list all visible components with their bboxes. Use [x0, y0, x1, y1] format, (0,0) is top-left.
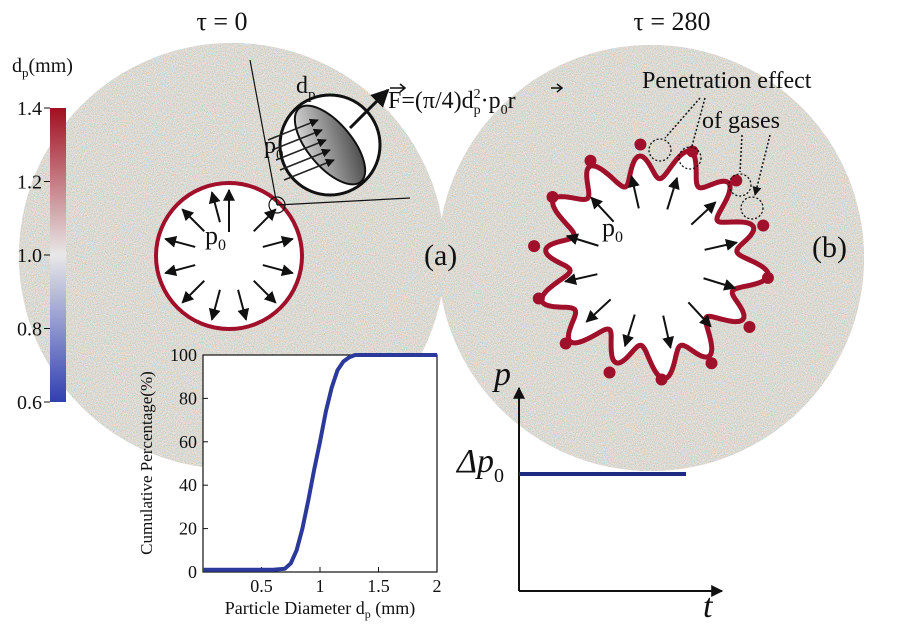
y-tick-label: 80 — [179, 388, 197, 408]
pressure-label: p0 — [264, 133, 284, 163]
pressure-arrow — [704, 239, 738, 251]
pressure-arrow — [662, 315, 674, 349]
force-line — [267, 118, 319, 141]
pressure-arrow — [590, 196, 615, 223]
pressure-arrow — [585, 298, 612, 323]
force-line — [283, 158, 335, 181]
force-arrow — [348, 88, 390, 130]
axis-label: t — [703, 588, 714, 625]
penetration-finger — [584, 154, 597, 167]
y-tick-label: 60 — [179, 432, 197, 452]
panel-label: (a) — [424, 239, 457, 272]
penetration-finger — [532, 292, 545, 305]
penetration-finger — [655, 373, 668, 386]
pressure-arrow — [181, 208, 205, 232]
colorbar-tick-label: 0.8 — [17, 319, 42, 341]
annotation: Penetration effect — [642, 68, 812, 94]
x-tick-label: 1 — [316, 576, 325, 596]
penetration-finger — [705, 357, 718, 370]
y-tick-label: 40 — [179, 475, 197, 495]
colorbar-label: dp(mm) — [12, 55, 73, 80]
colorbar-tick-label: 1.4 — [17, 98, 42, 120]
penetration-finger — [603, 366, 616, 379]
pressure-arrow — [208, 191, 221, 223]
pressure-arrow — [666, 176, 680, 210]
pressure-arrow — [565, 233, 599, 247]
pressure-arrow — [703, 277, 737, 291]
x-axis-label: Particle Diameter dp (mm) — [225, 598, 415, 621]
colorbar-tick-label: 1.2 — [17, 172, 42, 194]
pressure-arrow — [253, 280, 277, 304]
pressure-arrow — [237, 289, 250, 321]
heading-left: τ = 0 — [196, 7, 247, 36]
highlight-ring — [678, 146, 702, 170]
penetration-finger — [761, 271, 774, 284]
highlight-ring — [740, 196, 764, 220]
colorbar-tick-label: 1.0 — [17, 245, 42, 267]
pressure-arrow — [253, 208, 277, 232]
penetration-finger — [546, 190, 559, 203]
panel-label: (b) — [812, 231, 847, 264]
annotation: of gases — [702, 108, 780, 134]
vector-arrows — [390, 83, 564, 93]
penetration-finger — [559, 337, 572, 350]
pressure-arrow — [564, 273, 598, 285]
plot-frame — [202, 354, 438, 573]
axis-label: p — [492, 356, 511, 393]
pressure-arrow — [164, 264, 196, 277]
zoom-lines — [249, 59, 411, 206]
penetration-finger — [730, 174, 743, 187]
pressure-arrow — [208, 289, 221, 321]
y-tick-label: 0 — [188, 562, 197, 582]
annotation-arrows — [664, 97, 771, 195]
pressure-arrow — [262, 235, 294, 248]
pressure-arrow — [628, 175, 640, 209]
x-tick-label: 2 — [433, 576, 442, 596]
x-tick-label: 0.5 — [250, 576, 273, 596]
highlight-ring — [728, 173, 752, 197]
y-axis-label: Cumulative Percentage(%) — [137, 371, 156, 555]
pressure-arrow — [690, 201, 717, 226]
y-tick-label: 20 — [179, 519, 197, 539]
pressure-label: p0 — [602, 213, 623, 246]
inset-chart: Cumulative Percentage(%) Particle Diamet… — [137, 345, 442, 621]
pressure-arrow — [687, 301, 712, 328]
force-line — [271, 128, 323, 151]
data-line — [203, 353, 437, 572]
pressure-arrow — [164, 235, 196, 248]
force-formula: F=(π/4)d2 p·p0r — [388, 87, 516, 118]
colorbar-tick-label: 0.6 — [17, 392, 42, 414]
highlight-ring — [648, 138, 672, 162]
heading-right: τ = 280 — [633, 7, 710, 36]
colorbar — [50, 108, 66, 402]
penetration-finger — [634, 138, 647, 151]
x-tick-label: 1.5 — [367, 576, 390, 596]
diameter-label: dp — [296, 73, 316, 103]
penetration-finger — [743, 321, 756, 334]
penetration-finger — [757, 219, 770, 232]
force-line — [275, 138, 327, 161]
pressure-arrow — [262, 264, 294, 277]
level-label: Δp0 — [455, 443, 504, 487]
pressure-arrow — [622, 314, 636, 348]
pressure-label: p0 — [205, 221, 226, 254]
pressure-arrow — [181, 280, 205, 304]
penetration-finger — [528, 240, 541, 253]
force-line — [279, 148, 331, 171]
y-tick-label: 100 — [170, 345, 197, 365]
schematic: p t Δp0 — [455, 356, 724, 625]
